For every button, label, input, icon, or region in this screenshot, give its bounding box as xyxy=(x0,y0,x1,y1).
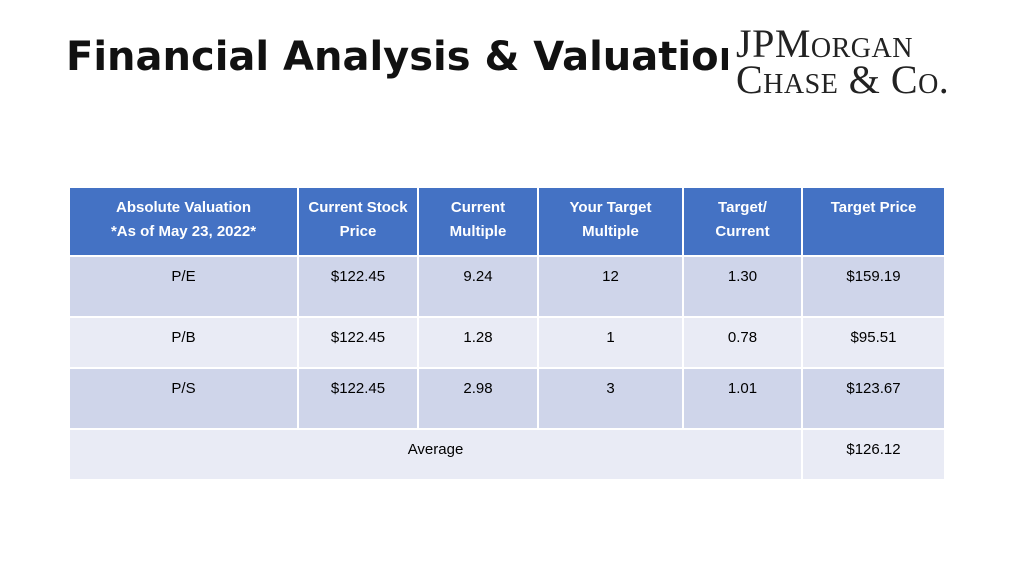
header-cell: Target/Current xyxy=(682,186,803,257)
table-cell: 2.98 xyxy=(417,367,539,430)
logo-line: Chase & Co. xyxy=(736,57,950,102)
table-cell: 9.24 xyxy=(417,255,539,318)
table-cell: 1.30 xyxy=(682,255,803,318)
header-line: Price xyxy=(339,223,377,240)
table-row: P/E $122.45 9.24 12 1.30 $159.19 xyxy=(68,255,946,318)
table-cell: P/B xyxy=(68,316,299,369)
valuation-table: Absolute Valuation *As of May 23, 2022* Cu… xyxy=(68,186,946,481)
header-line: Your Target xyxy=(569,199,652,216)
header-line: Absolute Valuation xyxy=(115,199,251,216)
header-cell: Absolute Valuation *As of May 23, 2022* xyxy=(68,186,299,257)
logo: JPMorgan Chase & Co. xyxy=(728,21,978,104)
header-cell: Current Multiple xyxy=(417,186,539,257)
average-row: Average $126.12 xyxy=(68,428,946,481)
table-cell: $122.45 xyxy=(297,316,419,369)
table-row: P/B $122.45 1.28 1 0.78 $95.51 xyxy=(68,316,946,369)
average-value: $126.12 xyxy=(801,428,946,481)
header-row: Absolute Valuation *As of May 23, 2022* Cu… xyxy=(68,186,946,257)
table-cell: 1 xyxy=(537,316,684,369)
logo-line: JPMorgan xyxy=(736,21,913,66)
table-cell: $95.51 xyxy=(801,316,946,369)
header-cell: Current Stock Price xyxy=(297,186,419,257)
header-line: Current Stock xyxy=(308,199,408,216)
header-line: *As of May 23, 2022* xyxy=(110,223,257,240)
table-cell: $123.67 xyxy=(801,367,946,430)
header-cell: Target Price xyxy=(801,186,946,257)
table-cell: P/E xyxy=(68,255,299,318)
header-line: Current xyxy=(715,223,770,240)
table-cell: P/S xyxy=(68,367,299,430)
table-cell: $122.45 xyxy=(297,367,419,430)
table-cell: 1.01 xyxy=(682,367,803,430)
table-cell: $159.19 xyxy=(801,255,946,318)
table-row: P/S $122.45 2.98 3 1.01 $123.67 xyxy=(68,367,946,430)
header-line: Target Price xyxy=(830,199,917,216)
slide-title: Financial Analysis & Valuation xyxy=(66,34,748,80)
table-cell: 3 xyxy=(537,367,684,430)
header-line: Multiple xyxy=(449,223,507,240)
header-cell: Your Target Multiple xyxy=(537,186,684,257)
header-line: Multiple xyxy=(582,223,639,240)
table-cell: 12 xyxy=(537,255,684,318)
table-cell: 1.28 xyxy=(417,316,539,369)
average-label: Average xyxy=(68,428,803,481)
header-line: Target/ xyxy=(718,199,767,216)
table-cell: $122.45 xyxy=(297,255,419,318)
header-line: Current xyxy=(450,199,506,216)
table-cell: 0.78 xyxy=(682,316,803,369)
